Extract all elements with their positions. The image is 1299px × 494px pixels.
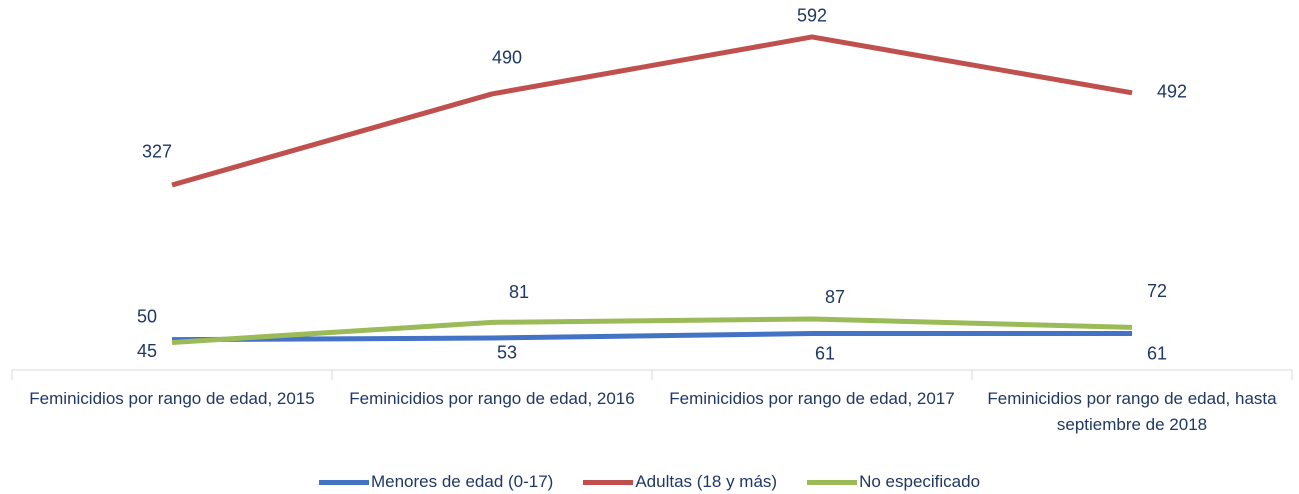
data-label: 61	[815, 343, 835, 363]
legend-swatch	[318, 479, 369, 485]
plot-area: 50 53 61 61 327 490 592 492 45 81 87 72	[11, 6, 1293, 380]
data-label: 61	[1147, 343, 1167, 363]
data-label: 81	[509, 282, 529, 302]
data-label: 50	[137, 306, 157, 326]
x-tick-label: Feminicidios por rango de edad, hasta se…	[987, 389, 1277, 434]
x-tick-label: Feminicidios por rango de edad, 2015	[29, 389, 315, 408]
line-series	[171, 34, 1133, 188]
x-tick-label: Feminicidios por rango de edad, 2017	[669, 389, 955, 408]
legend-label: Adultas (18 y más)	[635, 472, 778, 491]
data-label: 327	[142, 142, 172, 162]
legend: Menores de edad (0-17) Adultas (18 y más)…	[0, 472, 1299, 492]
legend-label: Menores de edad (0-17)	[370, 472, 554, 491]
data-label: 87	[825, 287, 845, 307]
legend-swatch	[583, 479, 634, 485]
data-label: 490	[492, 48, 522, 68]
legend-item: No especificado	[807, 472, 980, 492]
legend-item: Adultas (18 y más)	[583, 472, 777, 492]
data-label: 72	[1147, 281, 1167, 301]
line-series	[171, 316, 1133, 345]
legend-item: Menores de edad (0-17)	[318, 472, 554, 492]
data-label: 53	[497, 343, 517, 363]
data-label: 592	[797, 6, 827, 26]
legend-swatch	[807, 479, 858, 485]
data-label: 45	[137, 341, 157, 361]
data-label: 492	[1157, 82, 1187, 102]
legend-label: No especificado	[859, 472, 981, 491]
line-series	[171, 331, 1132, 343]
x-tick-label: Feminicidios por rango de edad, 2016	[349, 389, 635, 408]
